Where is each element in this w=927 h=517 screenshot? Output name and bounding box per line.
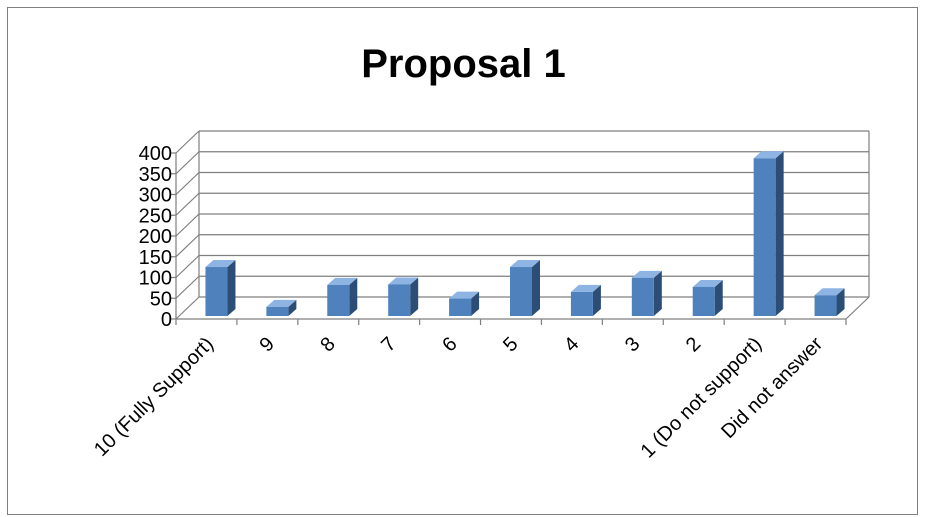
y-tick-label: 250 [139, 205, 172, 227]
bar-side [653, 270, 662, 316]
bar [327, 284, 350, 316]
bar [449, 298, 472, 316]
gridline-side [175, 255, 200, 278]
bar [388, 284, 411, 316]
bar-top [692, 279, 723, 287]
bar [814, 295, 837, 316]
bar-side [288, 299, 297, 316]
bar-side [775, 151, 784, 316]
gridline-side [175, 213, 200, 237]
bar-side [227, 260, 236, 316]
bar [266, 306, 289, 316]
gridline-side [175, 296, 200, 320]
gridline-side [175, 151, 200, 175]
bar-side [714, 279, 723, 316]
bar-top [510, 260, 540, 268]
bar-top [266, 299, 297, 307]
bar-side [532, 260, 540, 316]
bar [631, 277, 654, 316]
bar-top [327, 277, 358, 285]
bar-top [631, 270, 662, 278]
bar-top [570, 284, 601, 292]
bar [692, 286, 715, 316]
gridline-side [175, 172, 200, 195]
category-label: 5 [499, 333, 522, 356]
y-tick-label: 300 [139, 185, 172, 207]
category-label: 4 [560, 333, 583, 356]
bar-side [410, 277, 419, 316]
category-label: 3 [621, 333, 644, 356]
bar [570, 291, 593, 316]
y-tick-label: 100 [139, 268, 172, 290]
bar-top [814, 288, 845, 296]
bar-side [836, 288, 845, 316]
gridline-side [175, 275, 200, 299]
category-label: 9 [255, 333, 278, 356]
bar-side [592, 284, 601, 316]
category-label: 8 [316, 333, 339, 356]
bar [205, 267, 228, 316]
bar-top [205, 260, 236, 268]
bar-top [388, 277, 419, 285]
chart-title: Proposal 1 [361, 42, 566, 86]
category-label: 6 [438, 333, 461, 356]
floor-edge [845, 296, 870, 320]
y-tick-label: 350 [139, 164, 172, 186]
y-tick-label: 50 [150, 288, 172, 310]
bar-side [471, 291, 480, 316]
category-label: 2 [682, 333, 705, 356]
bar-side [349, 277, 358, 316]
category-label: 7 [377, 333, 400, 356]
y-tick-label: 0 [161, 309, 172, 331]
gridline-side [175, 192, 200, 216]
gridline-side [175, 234, 200, 258]
y-tick-label: 150 [139, 247, 172, 269]
bar-top [449, 291, 480, 299]
category-label: 10 (Fully Support) [90, 333, 218, 461]
bar-top [753, 151, 784, 159]
y-tick-label: 200 [139, 226, 172, 248]
y-tick-label: 400 [139, 143, 172, 165]
bar [753, 158, 776, 316]
gridline-side [175, 130, 200, 154]
bar [510, 267, 532, 316]
